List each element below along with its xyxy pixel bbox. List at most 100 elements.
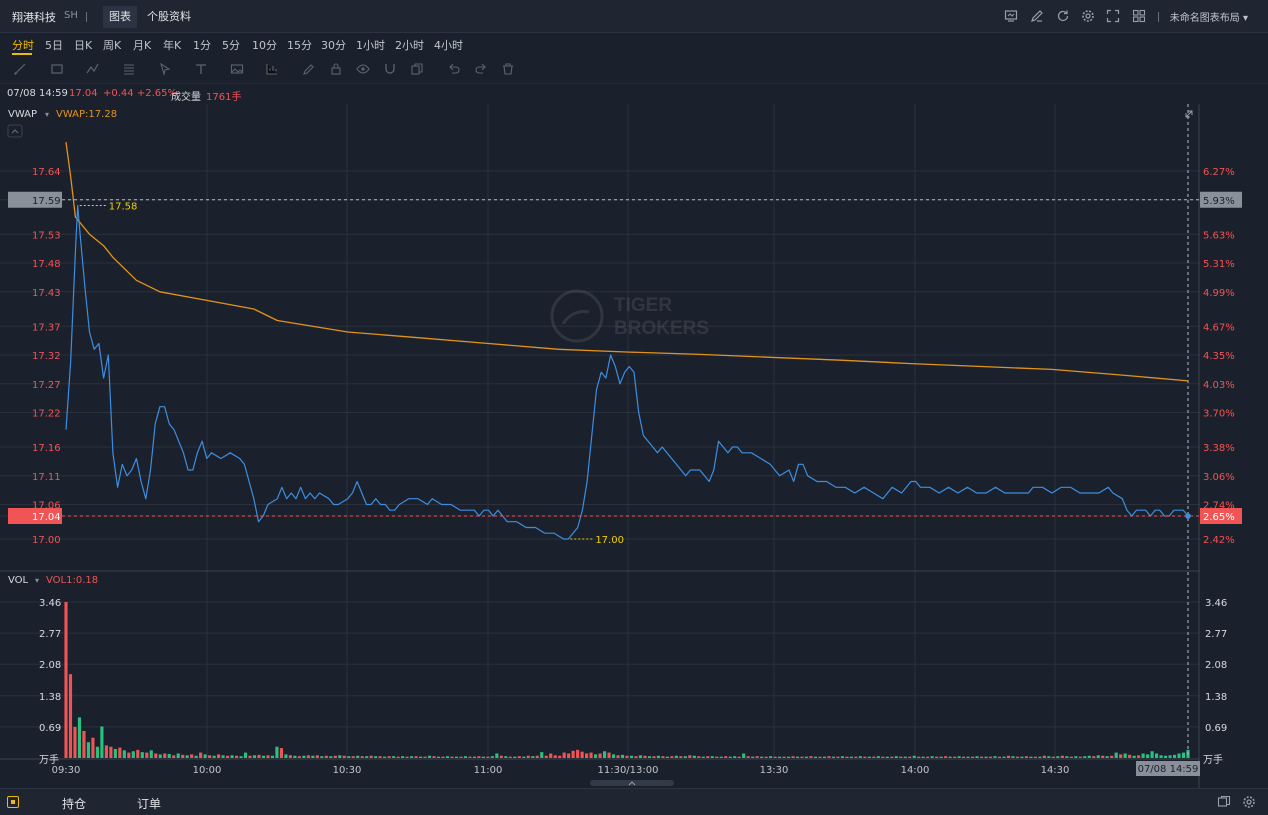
volume-bar [1092,756,1096,758]
volume-bar [858,756,862,758]
time-tick-label: 09:30 [52,765,81,776]
volume-tick-label: 3.46 [39,598,61,609]
period-1min[interactable]: 1分 [193,39,211,52]
copy-tool-icon[interactable] [410,62,424,76]
volume-bar [127,752,131,758]
volume-bar [921,756,925,758]
volume-bar [926,756,930,758]
rect-tool-icon[interactable] [50,62,64,76]
volume-bar [733,756,737,758]
volume-bar [1056,756,1060,758]
eye-tool-icon[interactable] [356,62,370,76]
undo-icon[interactable] [447,62,461,76]
period-intraday[interactable]: 分时 [12,39,34,52]
tab-stock-info[interactable]: 个股资料 [147,10,191,23]
volume-bar [549,753,553,758]
volume-bar [795,756,800,758]
tab-chart[interactable]: 图表 [103,6,137,28]
volume-bar [1047,756,1051,758]
volume-bar [966,756,970,758]
period-week-k[interactable]: 周K [103,39,122,52]
period-month-k[interactable]: 月K [133,39,152,52]
measure-tool-icon[interactable] [265,62,279,76]
period-day-k[interactable]: 日K [74,39,93,52]
volume-bar [158,754,162,758]
volume-bar [212,755,216,758]
delete-icon[interactable] [501,62,515,76]
volume-bar [962,756,966,758]
volume-bar [1029,756,1033,758]
period-5day[interactable]: 5日 [45,39,63,52]
volume-bar [181,754,185,758]
period-5min[interactable]: 5分 [222,39,240,52]
quote-volume: 1761手 [206,92,242,103]
volume-bar [172,755,176,758]
period-1hour[interactable]: 1小时 [356,39,385,52]
volume-bar [867,756,871,758]
line-tool-icon[interactable] [13,62,27,76]
volume-bar [935,756,939,758]
grid-layout-icon[interactable] [1132,9,1146,23]
tab-orders[interactable]: 订单 [137,797,162,811]
edit-icon[interactable] [1030,9,1044,23]
volume-bar [571,750,575,758]
layout-name[interactable]: 未命名图表布局 ▾ [1169,13,1248,24]
time-tick-label: 14:00 [901,765,930,776]
volume-bar [423,756,427,758]
vol-value: VOL1:0.18 [46,575,98,586]
price-line [65,204,1189,540]
percent-tick-label: 6.27% [1203,167,1235,178]
panel-toggle-icon[interactable] [7,796,19,808]
volume-bar [190,754,194,758]
volume-bar [944,756,948,758]
volume-unit-label-right: 万手 [1203,753,1223,766]
screen-icon[interactable] [1004,9,1018,23]
volume-bar [95,746,99,758]
fullscreen-icon[interactable] [1106,9,1120,23]
lock-tool-icon[interactable] [329,62,343,76]
magnet-tool-icon[interactable] [383,62,397,76]
volume-bar [1137,755,1141,758]
text-tool-icon[interactable] [194,62,208,76]
volume-bar [742,753,746,758]
window-icon[interactable] [1217,795,1231,809]
volume-bar [261,755,266,758]
period-bar: 分时 5日 日K 周K 月K 年K 1分 5分 10分 15分 30分 1小时 … [0,33,1268,57]
refresh-icon[interactable] [1056,9,1070,23]
period-year-k[interactable]: 年K [163,39,182,52]
volume-bar [1172,754,1177,758]
percent-tick-label: 3.06% [1203,472,1235,483]
period-10min[interactable]: 10分 [252,39,277,52]
volume-bar [840,756,844,758]
period-2hour[interactable]: 2小时 [395,39,424,52]
intraday-chart[interactable]: TIGER BROKERS 17.58 17.00 VWAP ▾ VWAP:17.28 V… [0,104,1268,788]
crosshair-time-label: 07/08 14:59 [1138,764,1199,775]
pattern-tool-icon[interactable] [86,62,100,76]
volume-bar [410,756,414,758]
tab-positions[interactable]: 持仓 [62,797,87,811]
percent-tick-label: 4.67% [1203,322,1235,333]
pen-tool-icon[interactable] [302,62,316,76]
current-price-label: 17.04 [32,512,61,523]
cursor-tool-icon[interactable] [158,62,172,77]
volume-bar [392,756,396,758]
volume-bar [971,756,975,758]
volume-bar [845,756,849,758]
image-tool-icon[interactable] [230,62,244,76]
volume-bar [472,756,476,758]
volume-bar [199,752,203,758]
fib-tool-icon[interactable] [122,62,136,76]
redo-icon[interactable] [474,62,488,76]
volume-bar [82,730,86,758]
pane-resize-handle [590,780,674,786]
volume-bar [208,755,212,758]
volume-bar [993,756,997,758]
status-settings-icon[interactable] [1242,795,1256,809]
price-tick-label: 17.27 [32,380,61,391]
period-4hour[interactable]: 4小时 [434,39,463,52]
resize-arrow-icon [628,781,636,786]
settings-icon[interactable] [1081,9,1095,23]
volume-bar [1146,754,1150,758]
period-30min[interactable]: 30分 [321,39,346,52]
period-15min[interactable]: 15分 [287,39,312,52]
